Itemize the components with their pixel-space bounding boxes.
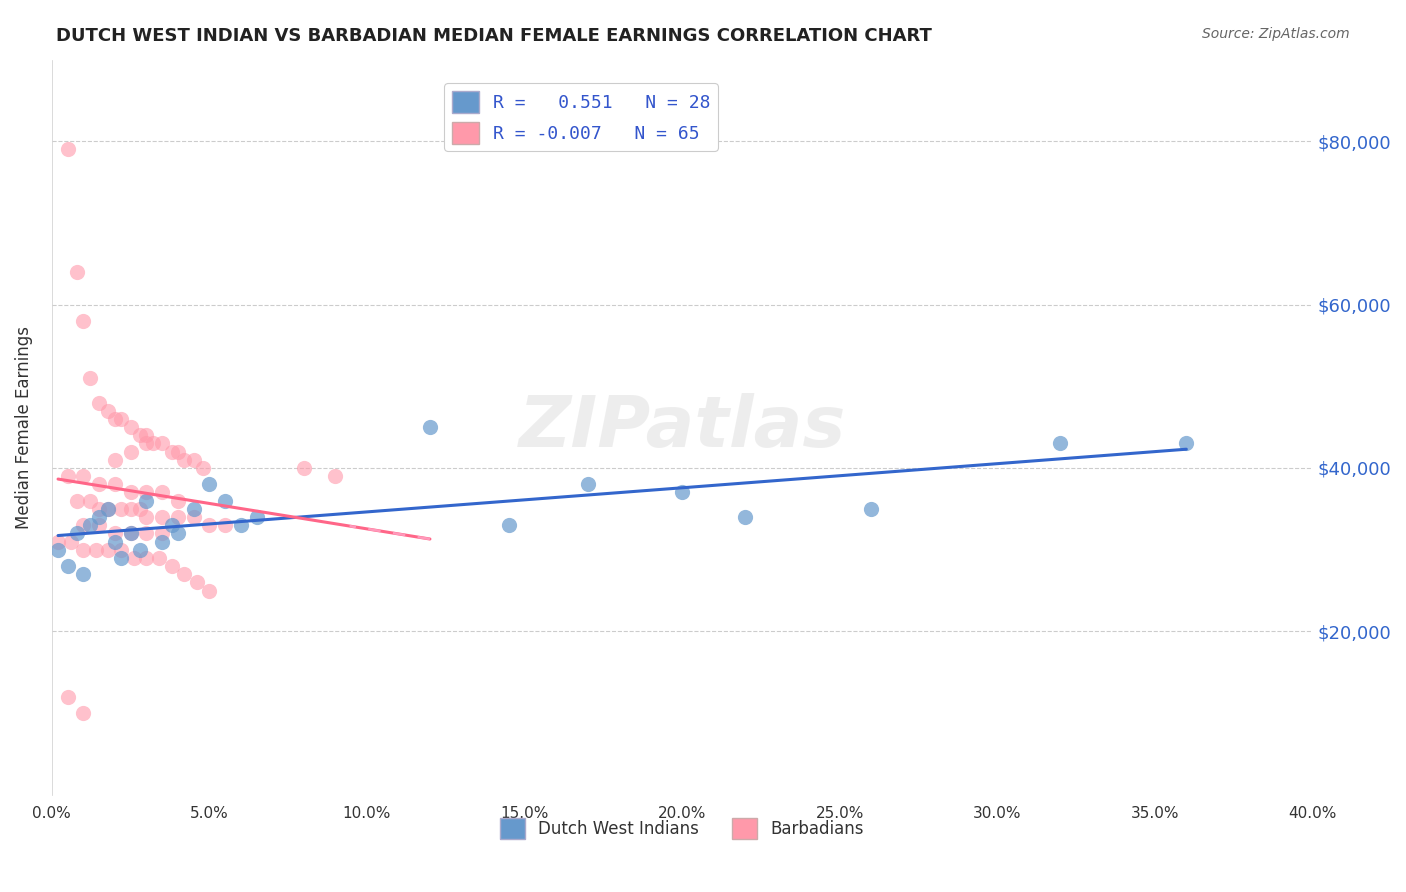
Point	[110, 550, 132, 565]
Point	[183, 452, 205, 467]
Point	[46, 534, 69, 549]
Point	[46, 542, 69, 557]
Point	[576, 477, 599, 491]
Point	[87, 395, 110, 409]
Point	[72, 567, 94, 582]
Point	[246, 510, 269, 524]
Point	[229, 518, 252, 533]
Point	[1049, 436, 1071, 450]
Point	[66, 493, 89, 508]
Point	[72, 542, 94, 557]
Point	[198, 477, 221, 491]
Point	[173, 452, 195, 467]
Point	[120, 526, 142, 541]
Point	[150, 526, 173, 541]
Point	[120, 444, 142, 458]
Point	[325, 469, 347, 483]
Point	[87, 501, 110, 516]
Point	[59, 534, 82, 549]
Point	[129, 542, 152, 557]
Point	[191, 461, 214, 475]
Point	[198, 518, 221, 533]
Point	[166, 526, 188, 541]
Point	[56, 559, 79, 574]
Point	[150, 534, 173, 549]
Point	[129, 428, 152, 442]
Text: Source: ZipAtlas.com: Source: ZipAtlas.com	[1202, 27, 1350, 41]
Point	[166, 493, 188, 508]
Point	[79, 371, 101, 385]
Point	[671, 485, 693, 500]
Point	[173, 567, 195, 582]
Point	[122, 550, 145, 565]
Text: ZIPatlas: ZIPatlas	[519, 392, 846, 462]
Point	[135, 485, 157, 500]
Point	[160, 559, 183, 574]
Point	[135, 526, 157, 541]
Point	[135, 550, 157, 565]
Y-axis label: Median Female Earnings: Median Female Earnings	[15, 326, 32, 529]
Point	[87, 518, 110, 533]
Point	[120, 420, 142, 434]
Point	[148, 550, 170, 565]
Point	[104, 477, 127, 491]
Point	[72, 314, 94, 328]
Point	[110, 412, 132, 426]
Point	[110, 542, 132, 557]
Point	[56, 143, 79, 157]
Point	[135, 428, 157, 442]
Point	[72, 518, 94, 533]
Point	[79, 493, 101, 508]
Point	[97, 542, 120, 557]
Point	[498, 518, 520, 533]
Point	[104, 534, 127, 549]
Point	[72, 469, 94, 483]
Point	[79, 518, 101, 533]
Point	[160, 518, 183, 533]
Point	[160, 444, 183, 458]
Point	[66, 265, 89, 279]
Point	[1175, 436, 1198, 450]
Point	[419, 420, 441, 434]
Point	[860, 501, 883, 516]
Point	[150, 436, 173, 450]
Text: DUTCH WEST INDIAN VS BARBADIAN MEDIAN FEMALE EARNINGS CORRELATION CHART: DUTCH WEST INDIAN VS BARBADIAN MEDIAN FE…	[56, 27, 932, 45]
Point	[120, 501, 142, 516]
Point	[135, 493, 157, 508]
Point	[183, 510, 205, 524]
Point	[66, 526, 89, 541]
Point	[56, 469, 79, 483]
Point	[97, 501, 120, 516]
Point	[214, 493, 236, 508]
Point	[87, 477, 110, 491]
Point	[120, 526, 142, 541]
Point	[214, 518, 236, 533]
Point	[150, 485, 173, 500]
Point	[72, 706, 94, 720]
Point	[166, 444, 188, 458]
Point	[135, 436, 157, 450]
Point	[198, 583, 221, 598]
Point	[84, 542, 107, 557]
Legend: Dutch West Indians, Barbadians: Dutch West Indians, Barbadians	[494, 812, 870, 846]
Point	[142, 436, 165, 450]
Point	[120, 485, 142, 500]
Point	[129, 501, 152, 516]
Point	[56, 690, 79, 704]
Point	[104, 452, 127, 467]
Point	[104, 412, 127, 426]
Point	[110, 501, 132, 516]
Point	[97, 404, 120, 418]
Point	[97, 501, 120, 516]
Point	[150, 510, 173, 524]
Point	[135, 510, 157, 524]
Point	[734, 510, 756, 524]
Point	[183, 501, 205, 516]
Point	[292, 461, 315, 475]
Point	[87, 510, 110, 524]
Point	[186, 575, 208, 590]
Point	[104, 526, 127, 541]
Point	[166, 510, 188, 524]
